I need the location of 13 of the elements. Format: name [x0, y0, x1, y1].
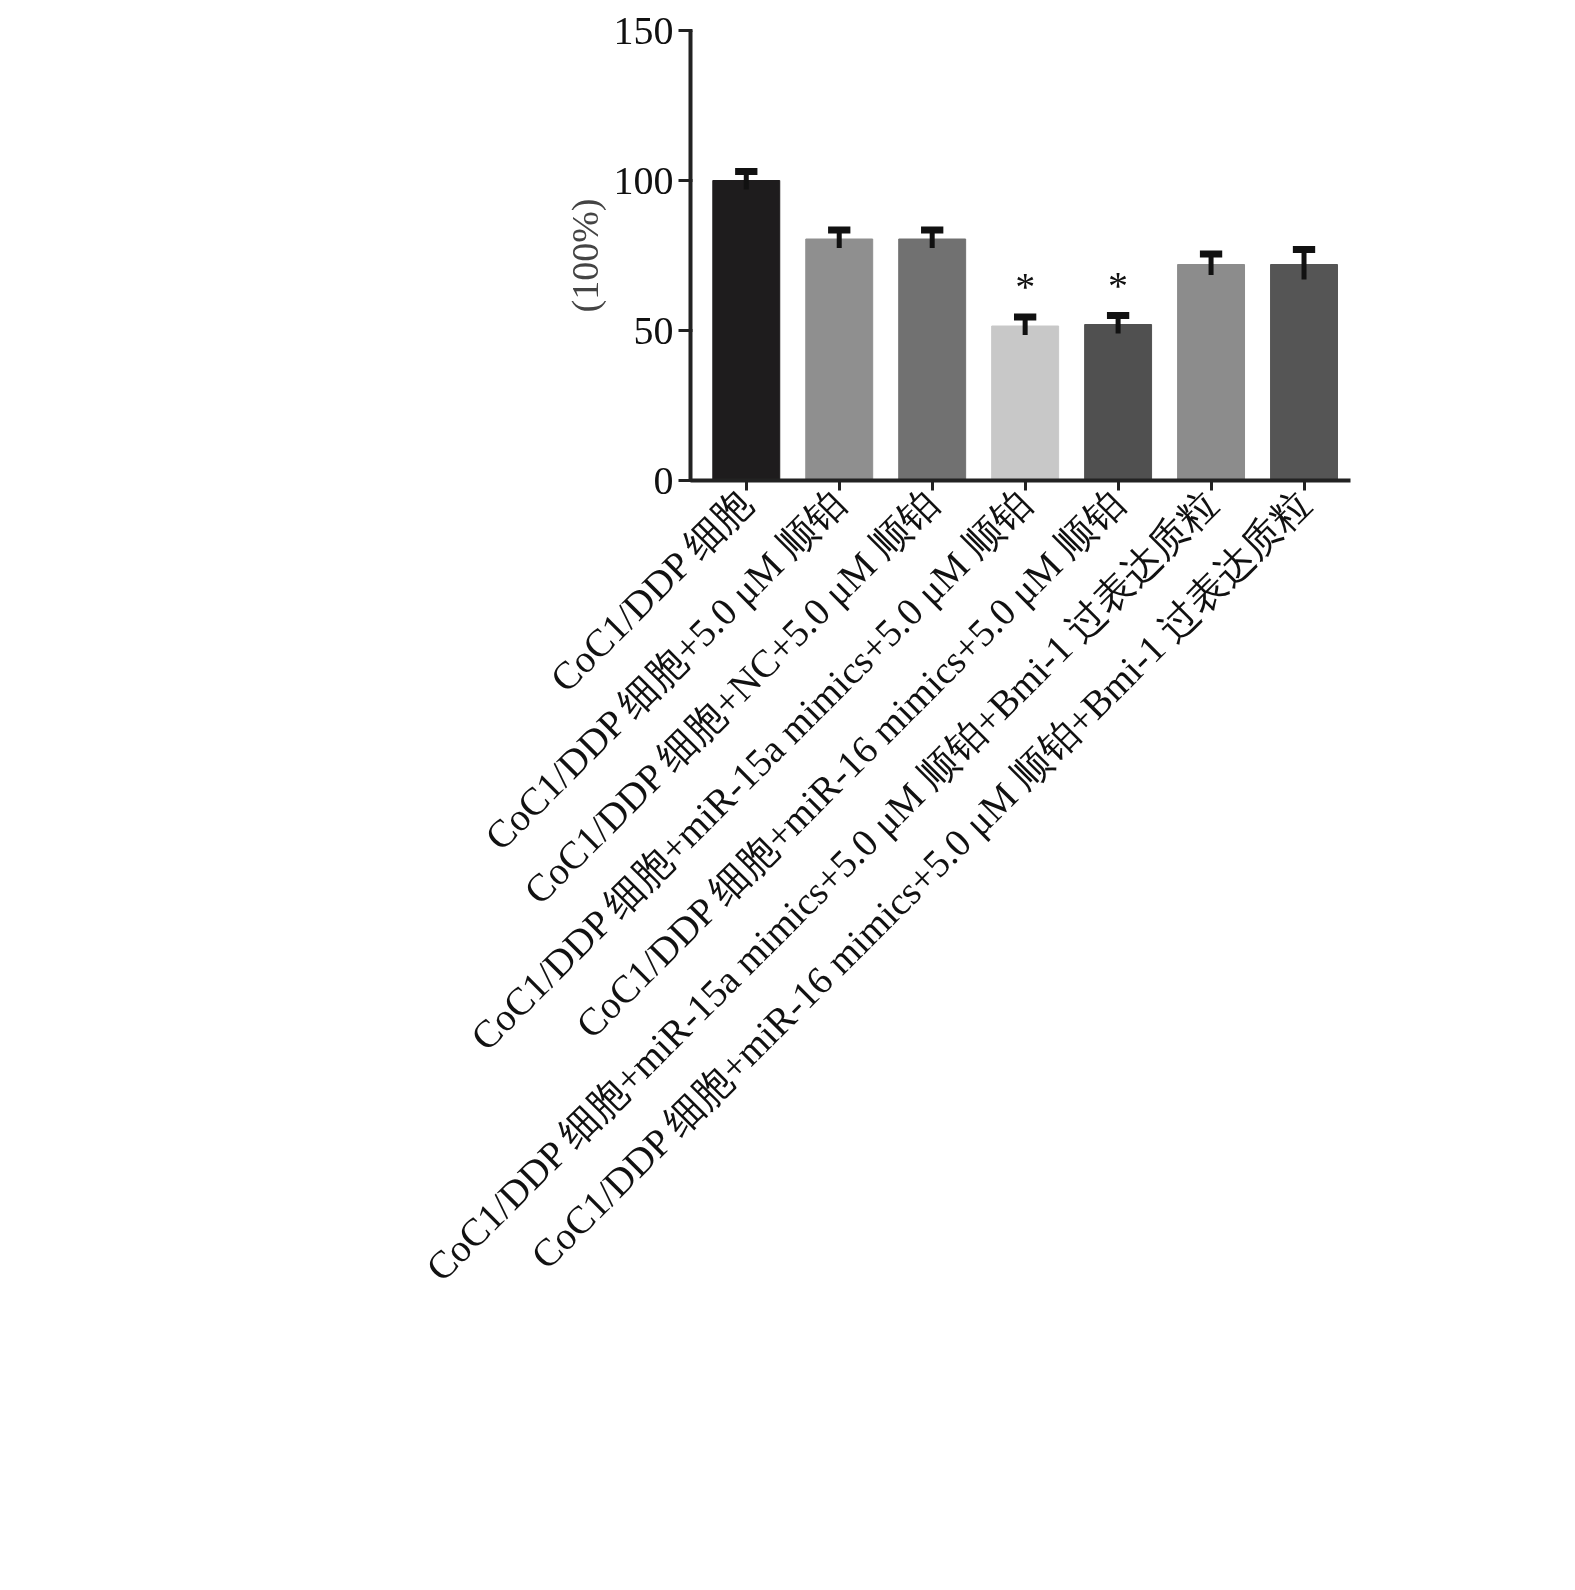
- y-tick-label: 50: [633, 307, 674, 353]
- bar: [1270, 264, 1338, 481]
- bar: [991, 325, 1060, 481]
- data-label: *: [1108, 262, 1129, 308]
- y-tick-label: 150: [613, 7, 674, 53]
- y-axis-title: (100%): [563, 198, 607, 313]
- bar: [1084, 324, 1153, 481]
- y-tick-label: 100: [613, 157, 674, 203]
- data-label: *: [1015, 264, 1036, 309]
- bar: [805, 238, 874, 481]
- bar: [1177, 264, 1246, 481]
- y-tick-label: 0: [653, 457, 674, 503]
- bar: [898, 238, 967, 481]
